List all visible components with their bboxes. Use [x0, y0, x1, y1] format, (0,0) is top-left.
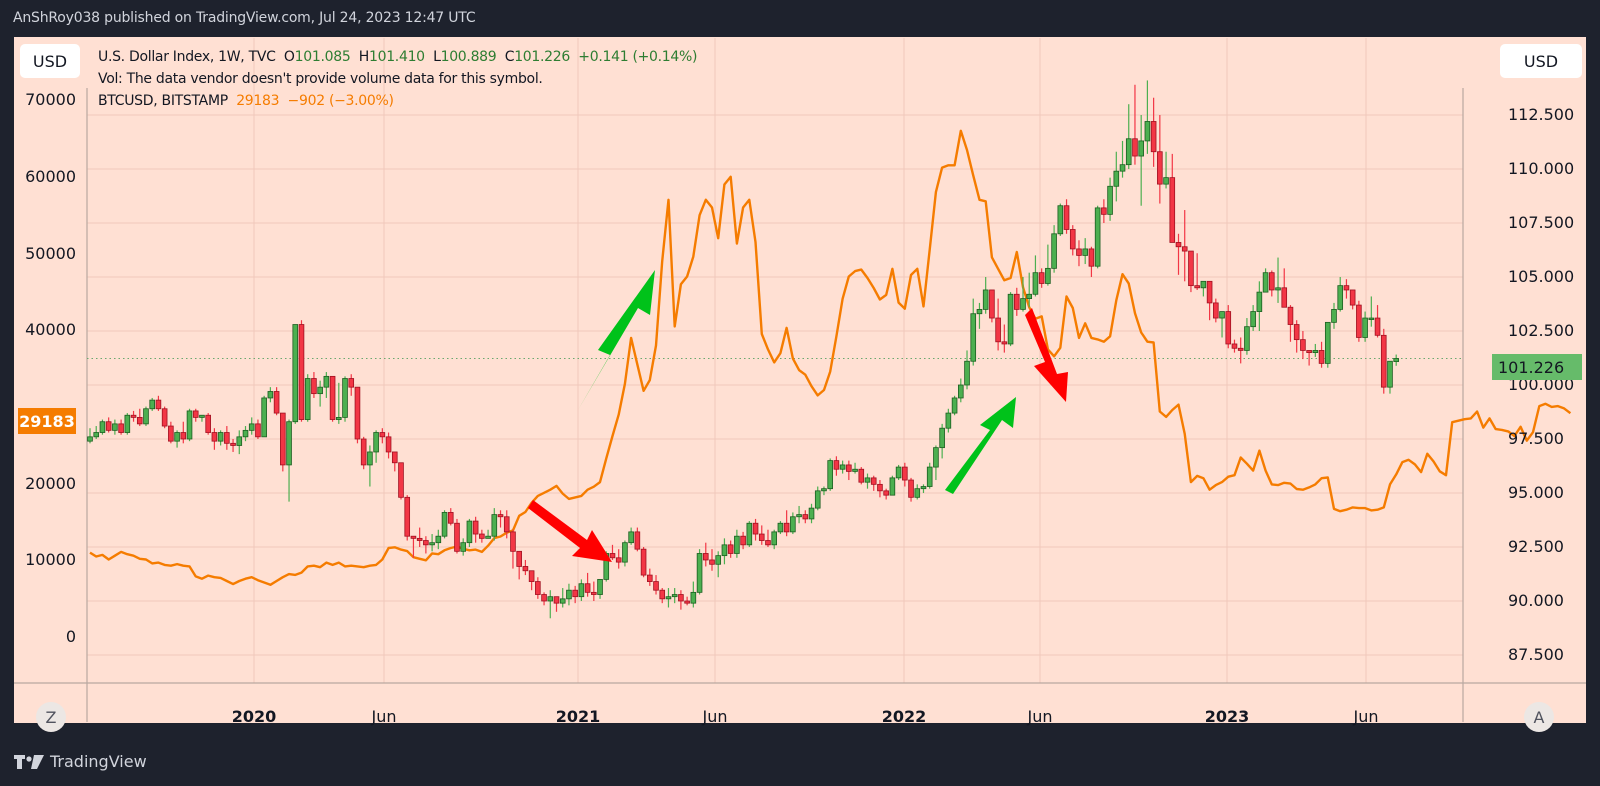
legend-main-row: U.S. Dollar Index, 1W, TVC O101.085 H101…: [98, 46, 697, 68]
auto-scale-button[interactable]: A: [1524, 702, 1554, 732]
chart-frame: [14, 37, 1586, 723]
legend-overlay-row: BTCUSD, BITSTAMP 29183 −902 (−3.00%): [98, 90, 697, 112]
right-axis-tick: 102.500: [1508, 321, 1575, 340]
legend-low-label: L: [433, 49, 441, 65]
legend-overlay-symbol[interactable]: BTCUSD, BITSTAMP: [98, 93, 228, 109]
right-axis-tick: 110.000: [1508, 159, 1575, 178]
right-axis-tick: 107.500: [1508, 213, 1575, 232]
right-axis-tick: 105.000: [1508, 267, 1575, 286]
legend-overlay-price: 29183: [236, 93, 280, 109]
left-axis-tick: 20000: [25, 473, 76, 493]
chart-canvas[interactable]: [14, 37, 1586, 723]
time-axis-tick: Jun: [702, 707, 728, 726]
right-axis-tick: 95.000: [1508, 483, 1564, 502]
time-axis-tick: 2023: [1204, 707, 1250, 726]
published-by-line: AnShRoy038 published on TradingView.com,…: [13, 10, 476, 26]
legend-low-value: 100.889: [440, 49, 497, 65]
chart-legend: U.S. Dollar Index, 1W, TVC O101.085 H101…: [98, 46, 697, 112]
right-axis-tick: 97.500: [1508, 429, 1564, 448]
right-axis-tick: 87.500: [1508, 645, 1564, 664]
time-axis-tick: 2020: [231, 707, 277, 726]
time-axis-tick: 2021: [555, 707, 601, 726]
left-axis-tick: 10000: [25, 550, 76, 570]
time-axis-tick: Jun: [371, 707, 397, 726]
right-scale-currency-button[interactable]: USD: [1500, 44, 1582, 78]
right-axis-tick: 112.500: [1508, 105, 1575, 124]
left-axis-tick: 70000: [25, 90, 76, 110]
tradingview-brand-text: TradingView: [50, 752, 147, 771]
legend-open-value: 101.085: [294, 49, 351, 65]
left-scale-currency-button[interactable]: USD: [20, 44, 80, 78]
left-axis-tick: 60000: [25, 166, 76, 186]
time-axis-tick: Jun: [1353, 707, 1379, 726]
dxy-last-price-tag: 101.226: [1492, 354, 1582, 380]
left-axis-tick: 40000: [25, 320, 76, 340]
legend-close-value: 101.226: [514, 49, 570, 65]
zoom-reset-button[interactable]: Z: [36, 702, 66, 732]
legend-high-label: H: [358, 49, 370, 65]
right-axis-tick: 92.500: [1508, 537, 1564, 556]
legend-overlay-change: −902 (−3.00%): [287, 93, 394, 109]
tradingview-logo[interactable]: TradingView: [14, 752, 147, 771]
left-axis-tick: 50000: [25, 243, 76, 263]
right-axis-tick: 90.000: [1508, 591, 1564, 610]
legend-open-label: O: [283, 49, 295, 65]
legend-high-value: 101.410: [368, 49, 425, 65]
time-axis-tick: 2022: [881, 707, 927, 726]
left-axis-tick: 0: [65, 627, 76, 646]
tradingview-logo-icon: [14, 754, 44, 769]
legend-change: +0.141 (+0.14%): [578, 49, 698, 65]
time-axis-tick: Jun: [1027, 707, 1053, 726]
legend-volume-row: Vol: The data vendor doesn't provide vol…: [98, 71, 543, 87]
legend-main-symbol[interactable]: U.S. Dollar Index, 1W, TVC: [98, 49, 276, 65]
btc-last-price-tag: 29183: [18, 408, 76, 434]
legend-close-label: C: [504, 49, 515, 65]
